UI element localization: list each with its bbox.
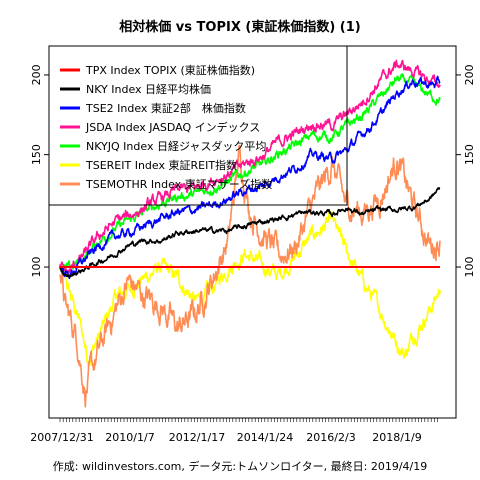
legend-box: [48, 45, 348, 206]
y-axis-right: 100 150 200: [456, 64, 476, 278]
series-line-nky: [59, 187, 441, 279]
x-axis: 2007/12/31 2010/1/7 2012/1/17 2014/1/24 2016…: [30, 418, 438, 444]
legend-label: TSE2 Index 東証2部 株価指数: [85, 101, 246, 115]
y-tick-label-right: 100: [463, 257, 476, 278]
series-line-tsereit: [59, 209, 441, 368]
legend-label: NKYJQ Index 日経ジャスダック平均: [86, 139, 266, 153]
legend-label: NKY Index 日経平均株価: [86, 82, 211, 96]
legend-label: TSEREIT Index 東証REIT指数: [85, 158, 237, 172]
legend-label: TSEMOTHR Index 東証マザーズ指数: [85, 177, 272, 191]
x-tick-label: 2016/2/3: [306, 431, 355, 444]
legend-label: TPX Index TOPIX (東証株価指数): [85, 63, 255, 77]
series-line-jsda: [59, 59, 441, 274]
chart-footer: 作成: wildinvestors.com, データ元:トムソンロイター, 最終…: [53, 459, 427, 473]
y-tick-label-right: 150: [463, 144, 476, 165]
chart-title: 相対株価 vs TOPIX (東証株価指数) (1): [119, 19, 360, 35]
x-tick-label: 2007/12/31: [30, 431, 93, 444]
series-line-tsemothr: [59, 144, 441, 408]
x-tick-label: 2010/1/7: [105, 431, 154, 444]
y-tick-label-right: 200: [463, 64, 476, 85]
y-axis-left: 100 150 200: [30, 64, 49, 278]
series-line-nkyjq: [59, 73, 441, 273]
legend-label: JSDA Index JASDAQ インデックス: [85, 120, 260, 134]
x-tick-label: 2018/1/9: [372, 431, 421, 444]
x-tick-label: 2012/1/17: [169, 431, 225, 444]
series-line-tse2: [59, 75, 441, 280]
x-tick-label: 2014/1/24: [237, 431, 293, 444]
legend: TPX Index TOPIX (東証株価指数) NKY Index 日経平均株価…: [48, 45, 348, 206]
y-tick-label-left: 200: [30, 64, 43, 85]
y-tick-label-left: 150: [30, 144, 43, 165]
series-layer: [59, 59, 441, 408]
y-tick-label-left: 100: [30, 257, 43, 278]
